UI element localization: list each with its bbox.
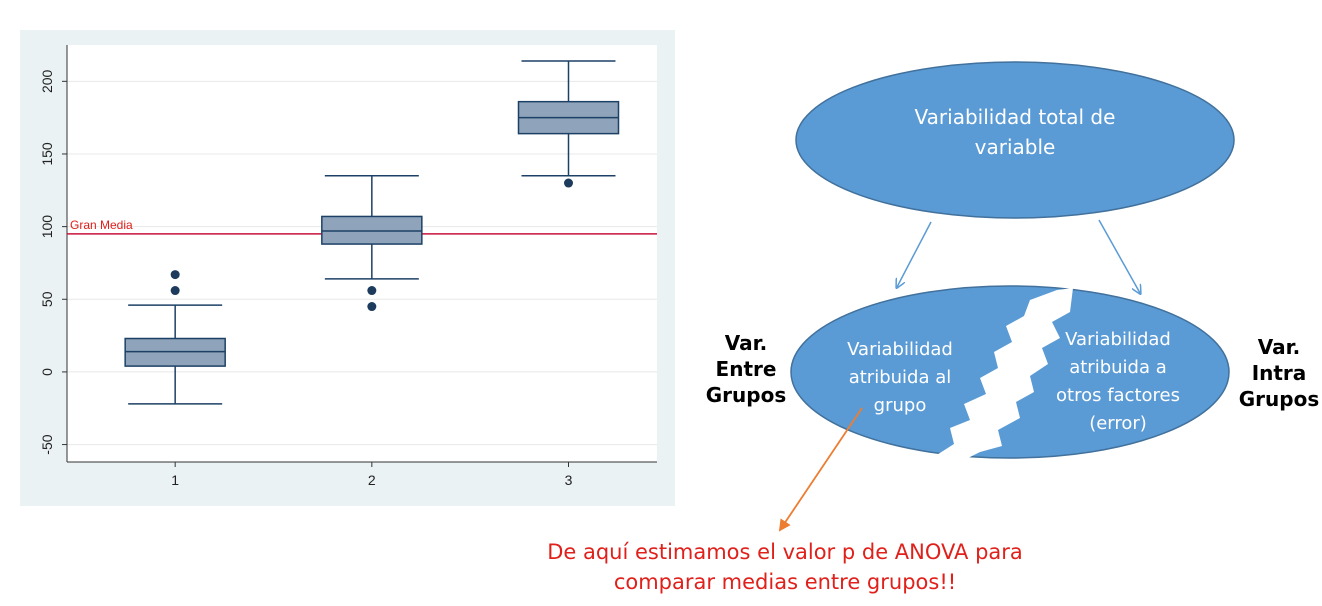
within-label-line-2: Intra	[1251, 361, 1307, 385]
y-tick-label: 150	[39, 142, 55, 166]
x-tick-label: 1	[171, 472, 179, 488]
between-label-line-1: Var.	[724, 331, 768, 355]
between-text-line-1: Variabilidad	[847, 339, 953, 360]
between-label-line-3: Grupos	[705, 383, 787, 407]
total-variability-line-1: Variabilidad total de	[915, 105, 1116, 129]
outlier-point	[170, 286, 180, 296]
variance-diagram: Variabilidad total de variable Variabili…	[778, 61, 1235, 532]
within-text-line-3: otros factores	[1056, 385, 1180, 406]
arrow-to-within	[1098, 219, 1140, 293]
between-label-line-2: Entre	[715, 357, 777, 381]
total-variability-line-2: variable	[975, 135, 1056, 159]
y-axis-ticks: 200 150 100 50 0 -50	[39, 69, 67, 455]
anova-note-line-1: De aquí estimamos el valor p de ANOVA pa…	[547, 540, 1023, 564]
split-crack	[932, 288, 1073, 458]
y-tick-label: -50	[39, 434, 55, 454]
y-tick-label: 0	[39, 368, 55, 376]
within-label-line-3: Grupos	[1238, 387, 1320, 411]
outlier-point	[367, 286, 377, 296]
within-label-line-1: Var.	[1257, 335, 1301, 359]
outlier-point	[367, 302, 377, 312]
arrow-to-between	[897, 221, 932, 287]
x-tick-label: 2	[368, 472, 376, 488]
box-group-3	[517, 60, 620, 188]
y-tick-label: 200	[39, 69, 55, 93]
boxes	[124, 60, 620, 405]
within-text-line-1: Variabilidad	[1065, 329, 1171, 350]
gran-media-label: Gran Media	[70, 218, 133, 232]
outlier-point	[170, 270, 180, 280]
x-axis-ticks: 1 2 3	[171, 462, 573, 488]
box-group-1	[124, 270, 226, 405]
anova-note-line-2: comparar medias entre grupos!!	[613, 570, 957, 594]
between-groups-label: Var. Entre Grupos	[700, 330, 792, 408]
anova-note: De aquí estimamos el valor p de ANOVA pa…	[520, 537, 1050, 597]
x-tick-label: 3	[565, 472, 573, 488]
within-text-line-2: atribuida a	[1069, 357, 1167, 378]
box-plot-chart: 200 150 100 50 0 -50 1 2 3 Gran Media	[20, 30, 675, 506]
box-group-2	[321, 175, 423, 312]
within-text-line-4: (error)	[1089, 413, 1147, 434]
outlier-point	[564, 178, 573, 188]
total-variability-ellipse	[795, 61, 1235, 219]
between-text-line-2: atribuida al	[849, 367, 952, 388]
between-text-line-3: grupo	[874, 395, 927, 416]
within-groups-label: Var. Intra Grupos	[1236, 334, 1322, 412]
note-arrow	[778, 407, 863, 532]
y-tick-label: 100	[39, 215, 55, 239]
y-tick-label: 50	[39, 291, 55, 307]
